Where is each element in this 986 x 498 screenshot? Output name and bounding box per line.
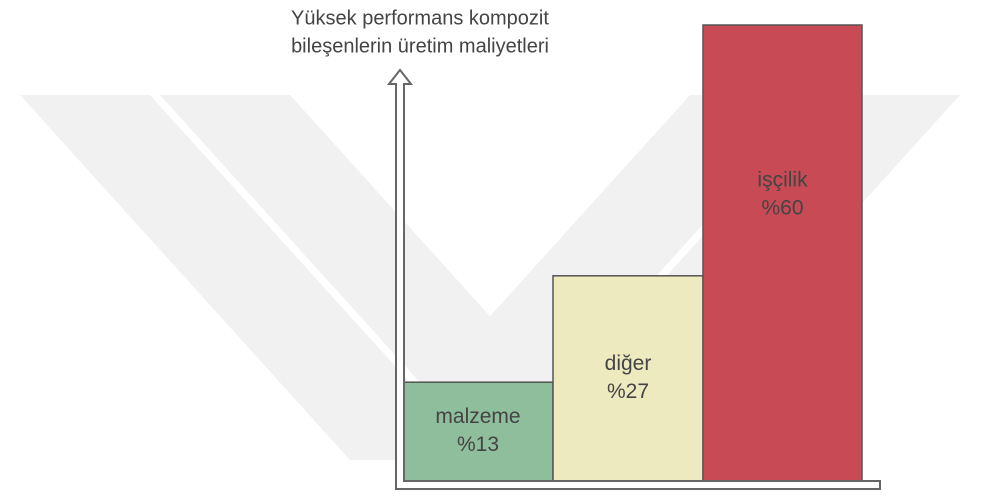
bar-value-label: %60	[761, 197, 803, 220]
bar	[702, 24, 863, 482]
bar-category: işçilik	[757, 169, 808, 192]
bar	[402, 381, 554, 482]
axis-title-line: Yüksek performans kompozit	[291, 7, 549, 29]
watermark-stripe	[20, 95, 480, 460]
bar	[552, 275, 704, 482]
axis-title-line: bileşenlerin üretim maliyetleri	[291, 35, 549, 57]
bar-value-label: %27	[607, 380, 649, 403]
axes	[386, 68, 881, 490]
bar-category: diğer	[605, 352, 652, 375]
bar-category: malzeme	[435, 405, 520, 428]
bar-value-label: %13	[457, 433, 499, 456]
bars: malzeme %13 diğer %27 işçilik %60	[402, 24, 863, 482]
